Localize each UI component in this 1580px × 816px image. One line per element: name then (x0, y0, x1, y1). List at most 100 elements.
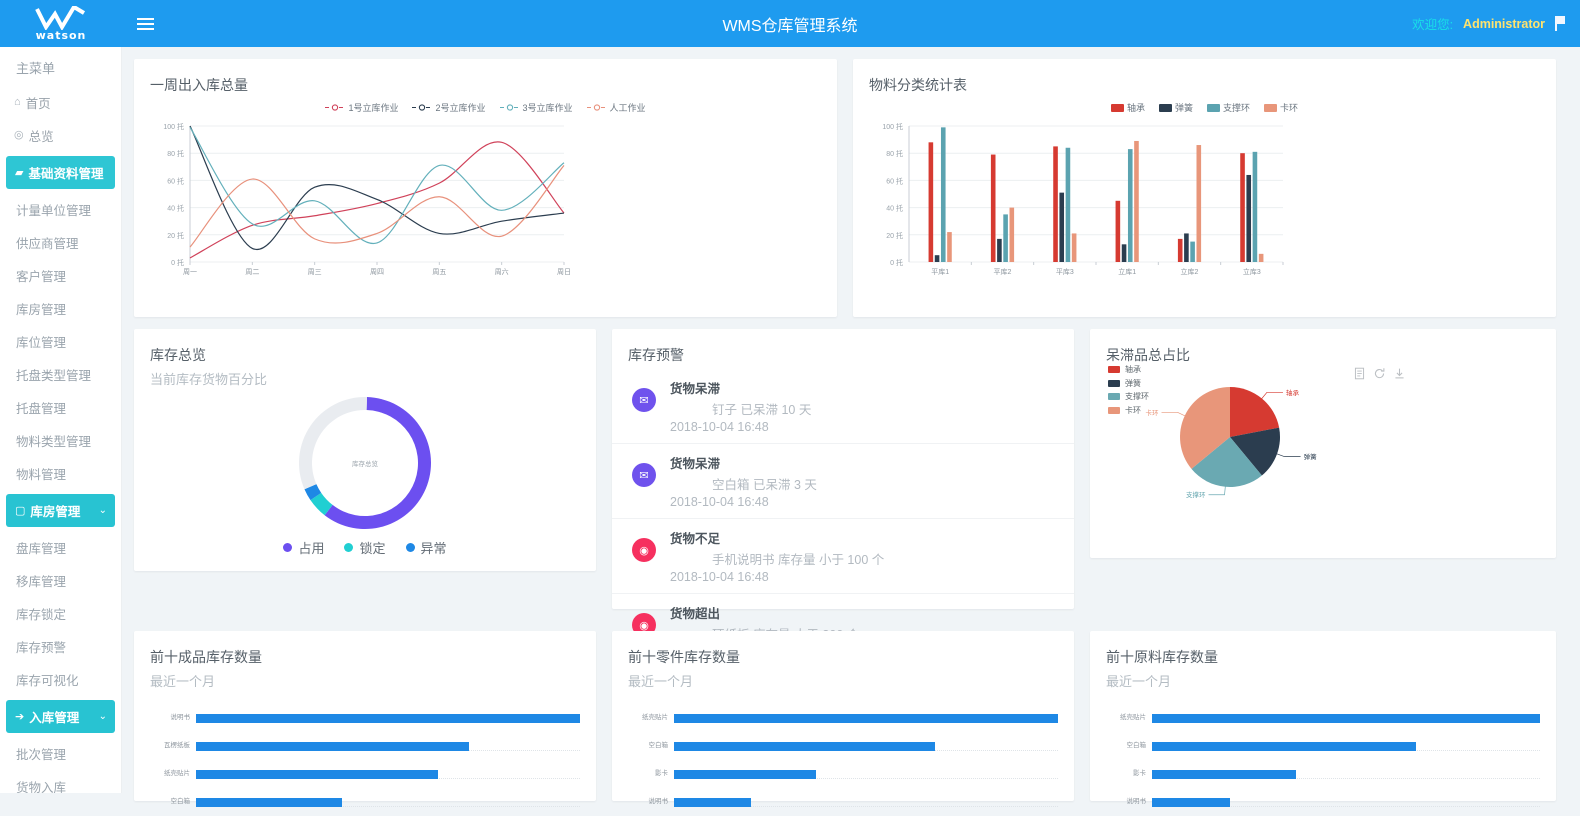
x-tick-label: 周三 (308, 268, 322, 276)
legend-item[interactable]: 弹簧 (1108, 377, 1149, 391)
sidebar-item-stocktake[interactable]: 盘库管理 (16, 542, 67, 556)
alert-item[interactable]: ✉ 货物呆滞 钉子 已呆滞 10 天 2018-10-04 16:48 (612, 369, 1074, 444)
alert-description: 手机说明书 库存量 小于 100 个 (712, 553, 885, 567)
y-tick-label: 60 托 (167, 176, 184, 185)
sidebar-group-label: 基础资料管理 (28, 167, 104, 181)
sidebar-nav[interactable]: 主菜单 ⌂ 首页 ◎ 总览 ▰ 基础资料管理 计量单位管理 供应商管理 客户管理… (0, 47, 122, 793)
sidebar-item-pallet-type-mgmt[interactable]: 托盘类型管理 (16, 369, 92, 383)
sidebar-item-stock-alert[interactable]: 库存预警 (16, 641, 67, 655)
sidebar-item-pallet-mgmt[interactable]: 托盘管理 (16, 402, 67, 416)
user-name[interactable]: Administrator (1463, 16, 1545, 31)
legend-label: 支撑环 (1125, 392, 1149, 401)
card-title: 一周出入库总量 (150, 77, 248, 93)
hbar-label: 纸壳贴片 (642, 713, 668, 721)
hbar-fill (1152, 713, 1540, 723)
x-tick-label: 周一 (183, 268, 197, 276)
alert-body: 货物呆滞 空白箱 已呆滞 3 天 2018-10-04 16:48 (670, 453, 817, 509)
hamburger-icon[interactable] (122, 0, 168, 47)
sidebar-group-basic-data[interactable]: ▰ 基础资料管理 (6, 156, 115, 189)
legend-item[interactable]: 2号立库作业 (412, 101, 486, 114)
box-icon: ▢ (15, 505, 26, 517)
hbar-row: 纸壳贴片 (1106, 704, 1540, 732)
sidebar-item-unit-mgmt[interactable]: 计量单位管理 (16, 204, 92, 218)
alert-item[interactable]: ✉ 货物呆滞 空白箱 已呆滞 3 天 2018-10-04 16:48 (612, 444, 1074, 519)
sidebar-item-home[interactable]: ⌂ 首页 (0, 86, 121, 119)
bar (940, 127, 946, 262)
sidebar-group-inbound[interactable]: ➔ 入库管理 ⌄ (6, 700, 115, 733)
legend-line-icon (412, 104, 433, 111)
legend-item[interactable]: 支撑环 (1207, 101, 1250, 114)
legend-item[interactable]: 支撑环 (1108, 390, 1149, 404)
hbar-row: 影卡 (1106, 760, 1540, 788)
card-stock-overview: 库存总览 当前库存货物百分比 库存总览 占用 锁定 异常 (134, 329, 596, 571)
sidebar-item-supplier-mgmt[interactable]: 供应商管理 (16, 237, 79, 251)
line-series (189, 125, 565, 251)
legend-item[interactable]: 轴承 (1108, 363, 1149, 377)
bar (1059, 192, 1065, 262)
sidebar-item-warehouse-mgmt[interactable]: 库房管理 (16, 303, 67, 317)
legend-line-icon (499, 104, 520, 111)
y-tick-label: 80 托 (886, 149, 903, 158)
legend-item[interactable]: 卡环 (1264, 101, 1298, 114)
sidebar-item-stock-visual[interactable]: 库存可视化 (16, 674, 79, 688)
line-chart-legend[interactable]: 1号立库作业 2号立库作业 3号立库作业 人工作业 (134, 101, 837, 114)
hbar-fill (674, 713, 1058, 723)
app-logo[interactable]: watson (0, 0, 122, 47)
pie-slice (1191, 437, 1262, 487)
legend-item[interactable]: 异常 (405, 538, 447, 557)
mail-icon: ✉ (632, 388, 656, 412)
legend-item[interactable]: 轴承 (1110, 101, 1145, 114)
legend-item[interactable]: 人工作业 (586, 101, 646, 114)
sidebar-item-material-type-mgmt[interactable]: 物料类型管理 (16, 435, 92, 449)
legend-item[interactable]: 锁定 (344, 538, 386, 557)
download-icon[interactable] (1393, 367, 1406, 380)
legend-item[interactable]: 卡环 (1108, 404, 1149, 418)
legend-swatch (1207, 103, 1220, 112)
x-tick-label: 平库1 (931, 267, 949, 276)
chart-toolbox[interactable] (1353, 367, 1406, 380)
legend-line-icon (325, 104, 346, 111)
hbar-label: 说明书 (1126, 797, 1147, 805)
hbar-fill (674, 741, 936, 751)
legend-label: 2号立库作业 (435, 103, 486, 113)
alert-title: 货物呆滞 (670, 457, 721, 471)
legend-item[interactable]: 1号立库作业 (325, 101, 398, 114)
hbar-fill (196, 797, 342, 807)
hbar-label: 空白箱 (648, 741, 669, 749)
card-top-raw: 前十原料库存数量 最近一个月 纸壳贴片 空白箱 影卡 说明书 (1090, 631, 1556, 807)
card-subtitle: 最近一个月 (150, 674, 216, 689)
alert-timestamp: 2018-10-04 16:48 (670, 420, 769, 434)
legend-swatch (1110, 103, 1124, 112)
donut-legend[interactable]: 占用 锁定 异常 (134, 538, 596, 557)
legend-item[interactable]: 占用 (283, 538, 324, 557)
sidebar-item-transfer[interactable]: 移库管理 (16, 575, 67, 589)
sidebar-item-overview[interactable]: ◎ 总览 (0, 119, 121, 152)
sidebar-group-label: 库房管理 (30, 505, 81, 519)
sidebar-item-stock-lock[interactable]: 库存锁定 (16, 608, 67, 622)
chevron-down-icon: ⌄ (98, 711, 107, 722)
bar (1134, 140, 1139, 262)
legend-item[interactable]: 3号立库作业 (499, 101, 573, 114)
sidebar-item-material-mgmt[interactable]: 物料管理 (16, 468, 67, 482)
sidebar-item-goods-in[interactable]: 货物入库 (16, 781, 67, 793)
pie-legend[interactable]: 轴承 弹簧 支撑环卡环 (1108, 363, 1149, 417)
legend-label: 3号立库作业 (522, 103, 573, 113)
data-view-icon[interactable] (1353, 367, 1366, 380)
legend-swatch (1108, 379, 1120, 387)
restore-icon[interactable] (1373, 367, 1386, 380)
alert-title: 货物呆滞 (670, 382, 721, 396)
legend-item[interactable]: 弹簧 (1158, 101, 1193, 114)
sidebar-item-customer-mgmt[interactable]: 客户管理 (16, 270, 67, 284)
bar-chart-legend[interactable]: 轴承 弹簧 支撑环 卡环 (853, 101, 1556, 114)
sidebar-group-warehouse[interactable]: ▢ 库房管理 ⌄ (6, 494, 115, 527)
hbar-row: 瓦楞纸板 (150, 732, 580, 760)
flag-icon[interactable] (1555, 16, 1568, 31)
sidebar-item-batch-mgmt[interactable]: 批次管理 (16, 748, 67, 762)
legend-label: 占用 (298, 541, 325, 556)
hbar-label: 空白箱 (1126, 741, 1147, 749)
alert-item[interactable]: ◉ 货物不足 手机说明书 库存量 小于 100 个 2018-10-04 16:48 (612, 519, 1074, 594)
bar (1127, 149, 1133, 262)
x-tick-label: 平库3 (1056, 267, 1074, 276)
alert-description: 空白箱 已呆滞 3 天 (712, 478, 817, 492)
sidebar-item-location-mgmt[interactable]: 库位管理 (16, 336, 67, 350)
